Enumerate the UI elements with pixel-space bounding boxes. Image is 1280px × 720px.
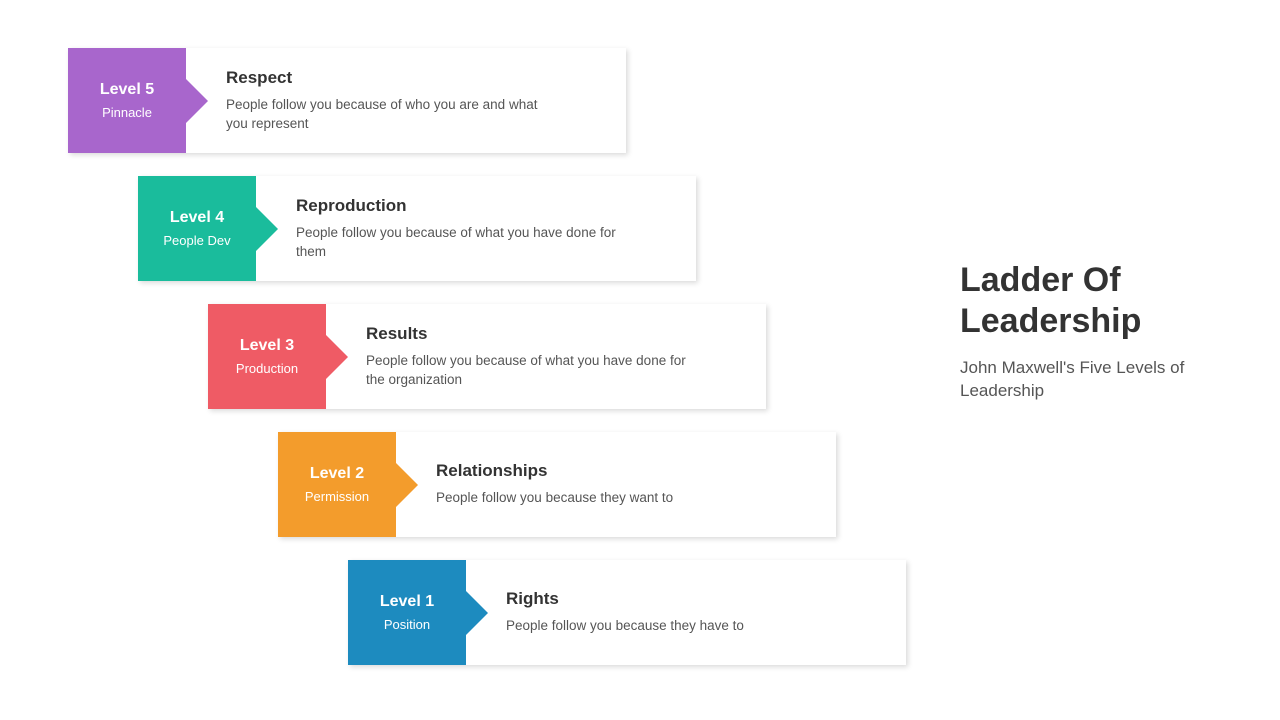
content-title: Respect [226, 68, 606, 88]
content-block: Rights People follow you because they hav… [466, 560, 906, 665]
content-desc: People follow you because they have to [506, 617, 836, 636]
content-desc: People follow you because they want to [436, 489, 766, 508]
level-label: Level 2 [310, 465, 364, 483]
content-desc: People follow you because of who you are… [226, 96, 556, 134]
content-title: Results [366, 324, 746, 344]
arrow-block: Level 2 Permission [278, 432, 396, 537]
level-sub: Pinnacle [102, 105, 152, 120]
content-desc: People follow you because of what you ha… [366, 352, 696, 390]
level-sub: Permission [305, 489, 369, 504]
level-label: Level 5 [100, 81, 154, 99]
arrow-block: Level 3 Production [208, 304, 326, 409]
level-sub: Production [236, 361, 298, 376]
step-row-level-level3: Level 3 Production Results People follow yo… [208, 304, 766, 409]
level-label: Level 4 [170, 209, 224, 227]
step-row-level-level4: Level 4 People Dev Reproduction People foll… [138, 176, 696, 281]
content-desc: People follow you because of what you ha… [296, 224, 626, 262]
level-label: Level 3 [240, 337, 294, 355]
level-sub: Position [384, 617, 430, 632]
content-block: Reproduction People follow you because of… [256, 176, 696, 281]
content-block: Results People follow you because of what… [326, 304, 766, 409]
content-title: Relationships [436, 461, 816, 481]
level-label: Level 1 [380, 593, 434, 611]
level-sub: People Dev [163, 233, 230, 248]
content-title: Rights [506, 589, 886, 609]
content-title: Reproduction [296, 196, 676, 216]
main-title: Ladder Of Leadership [960, 260, 1220, 342]
content-block: Relationships People follow you because t… [396, 432, 836, 537]
title-block: Ladder Of Leadership John Maxwell's Five… [960, 260, 1220, 403]
arrow-block: Level 1 Position [348, 560, 466, 665]
arrow-block: Level 5 Pinnacle [68, 48, 186, 153]
arrow-block: Level 4 People Dev [138, 176, 256, 281]
step-row-level-level2: Level 2 Permission Relationships People fol… [278, 432, 836, 537]
content-block: Respect People follow you because of who … [186, 48, 626, 153]
step-row-level-level1: Level 1 Position Rights People follow you b… [348, 560, 906, 665]
subtitle: John Maxwell's Five Levels of Leadership [960, 356, 1220, 404]
step-row-level-level5: Level 5 Pinnacle Respect People follow you … [68, 48, 626, 153]
